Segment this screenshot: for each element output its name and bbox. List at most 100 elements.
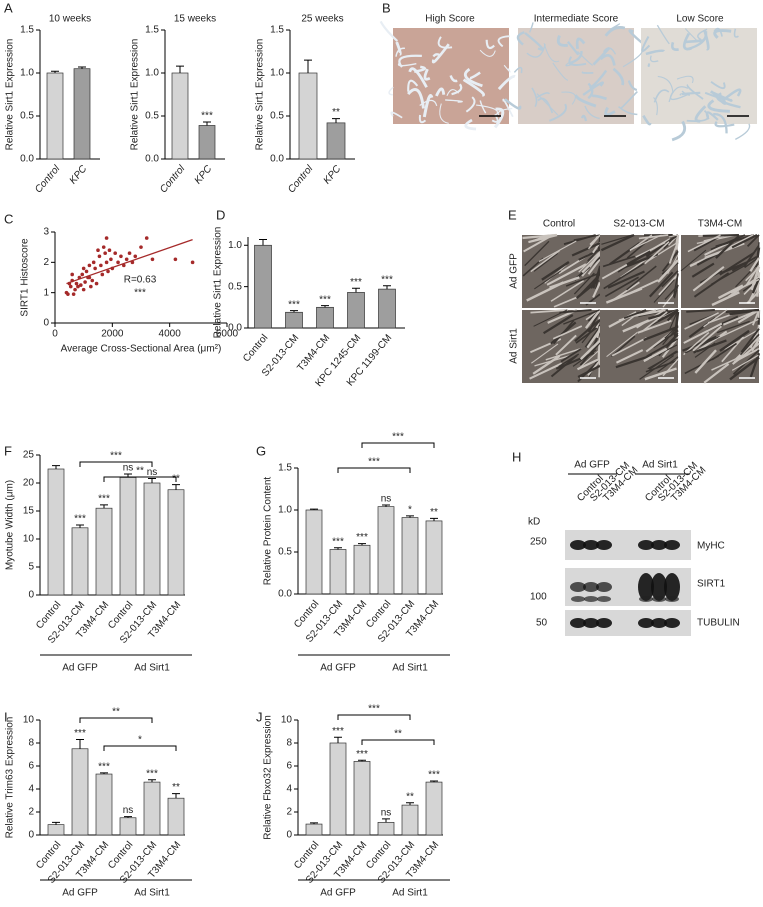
y-tick-label: 2: [28, 807, 34, 818]
y-tick-label: 0.5: [278, 547, 292, 558]
bracket-label: ***: [368, 457, 380, 468]
y-tick-label: 0: [28, 830, 34, 841]
histology-image: [505, 22, 648, 124]
significance-label: ***: [381, 274, 393, 285]
y-tick-label: 0.5: [270, 111, 284, 122]
point: [125, 258, 129, 262]
panel-letter: D: [216, 207, 225, 222]
bracket: [104, 477, 176, 482]
y-tick-label: 1.0: [228, 240, 242, 251]
bar: [144, 483, 160, 595]
error-bar: [383, 286, 391, 289]
bar: [378, 822, 394, 835]
band: [596, 618, 612, 628]
y-tick-label: 1.5: [270, 25, 284, 36]
group-label: Ad Sirt1: [134, 888, 170, 899]
y-tick-label: 0: [43, 318, 49, 329]
y-tick-label: 4: [286, 784, 292, 795]
band: [639, 596, 653, 602]
point: [113, 251, 117, 255]
point: [151, 258, 155, 262]
panel-letter: F: [4, 443, 12, 458]
bar: [327, 123, 345, 159]
error-bar: [304, 60, 312, 73]
bracket: [80, 718, 152, 723]
significance-label: ns: [381, 808, 392, 819]
point: [102, 245, 106, 249]
x-tick-label: KPC: [322, 163, 344, 186]
y-tick-label: 0.0: [228, 323, 242, 334]
bar: [48, 469, 64, 595]
significance-label: ***: [98, 493, 110, 504]
unit-label: kD: [528, 517, 540, 528]
y-axis-label: Relative Sirt1 Expression: [213, 227, 224, 339]
group-label: Ad Sirt1: [134, 663, 170, 674]
myotube-image: [522, 235, 600, 308]
column-label: Control: [543, 219, 575, 230]
y-tick-label: 2: [43, 257, 49, 268]
y-tick-label: 3: [43, 227, 49, 238]
myotube-image: [681, 310, 759, 383]
y-tick-label: 1.5: [145, 25, 159, 36]
band: [596, 582, 612, 592]
image-label: Intermediate Score: [534, 14, 619, 25]
point: [90, 279, 94, 283]
y-tick-label: 0.0: [278, 589, 292, 600]
error-bar: [172, 485, 180, 490]
x-tick-label: 0: [52, 329, 58, 340]
bar: [47, 73, 63, 159]
panel-letter: H: [512, 449, 521, 464]
bar: [120, 477, 136, 595]
bracket-label: **: [112, 707, 120, 718]
point: [66, 292, 70, 296]
bar: [348, 292, 365, 328]
y-axis-label: Relative Sirt1 Expression: [130, 39, 141, 151]
x-tick-label: KPC: [68, 163, 90, 186]
y-tick-label: 8: [286, 738, 292, 749]
y-tick-label: 0.5: [145, 111, 159, 122]
y-tick-label: 20: [23, 478, 35, 489]
bar: [354, 545, 370, 594]
error-bar: [172, 794, 180, 799]
point: [191, 261, 195, 265]
bracket: [362, 443, 434, 448]
point: [69, 285, 73, 289]
marker-label: 50: [536, 618, 548, 629]
bar: [306, 510, 322, 594]
x-tick-label: Control: [241, 333, 270, 365]
significance-label: ***: [98, 762, 110, 773]
significance-label: ns: [123, 805, 134, 816]
point: [80, 273, 84, 277]
error-bar: [382, 819, 390, 822]
y-tick-label: 5: [28, 562, 34, 573]
y-axis-label: Relative Protein Content: [263, 477, 274, 586]
panel-letter: J: [256, 709, 263, 724]
y-tick-label: 8: [28, 738, 34, 749]
column-label: S2-013-CM: [613, 219, 664, 230]
bracket-label: **: [394, 729, 402, 740]
significance-label: **: [430, 507, 438, 518]
significance-label: ***: [288, 299, 300, 310]
group-label: Ad GFP: [62, 663, 98, 674]
error-bar: [148, 479, 156, 483]
significance-label: ***: [332, 536, 344, 547]
point: [88, 264, 92, 268]
band-label: SIRT1: [697, 579, 726, 590]
blot: [565, 568, 691, 606]
group-label: Ad GFP: [574, 460, 610, 471]
bar: [120, 818, 136, 835]
myotube-image: [600, 310, 678, 383]
y-tick-label: 4: [28, 784, 34, 795]
annotation: ***: [134, 288, 146, 299]
x-tick-label: Control: [286, 163, 316, 195]
bracket: [338, 715, 410, 720]
point: [145, 236, 149, 240]
y-axis-label: Relative Fbxo32 Expression: [263, 715, 274, 840]
point: [133, 254, 137, 258]
y-tick-label: 10: [281, 715, 293, 726]
error-bar: [259, 239, 267, 245]
significance-label: ns: [381, 494, 392, 505]
point: [89, 285, 93, 289]
bar: [168, 490, 184, 595]
